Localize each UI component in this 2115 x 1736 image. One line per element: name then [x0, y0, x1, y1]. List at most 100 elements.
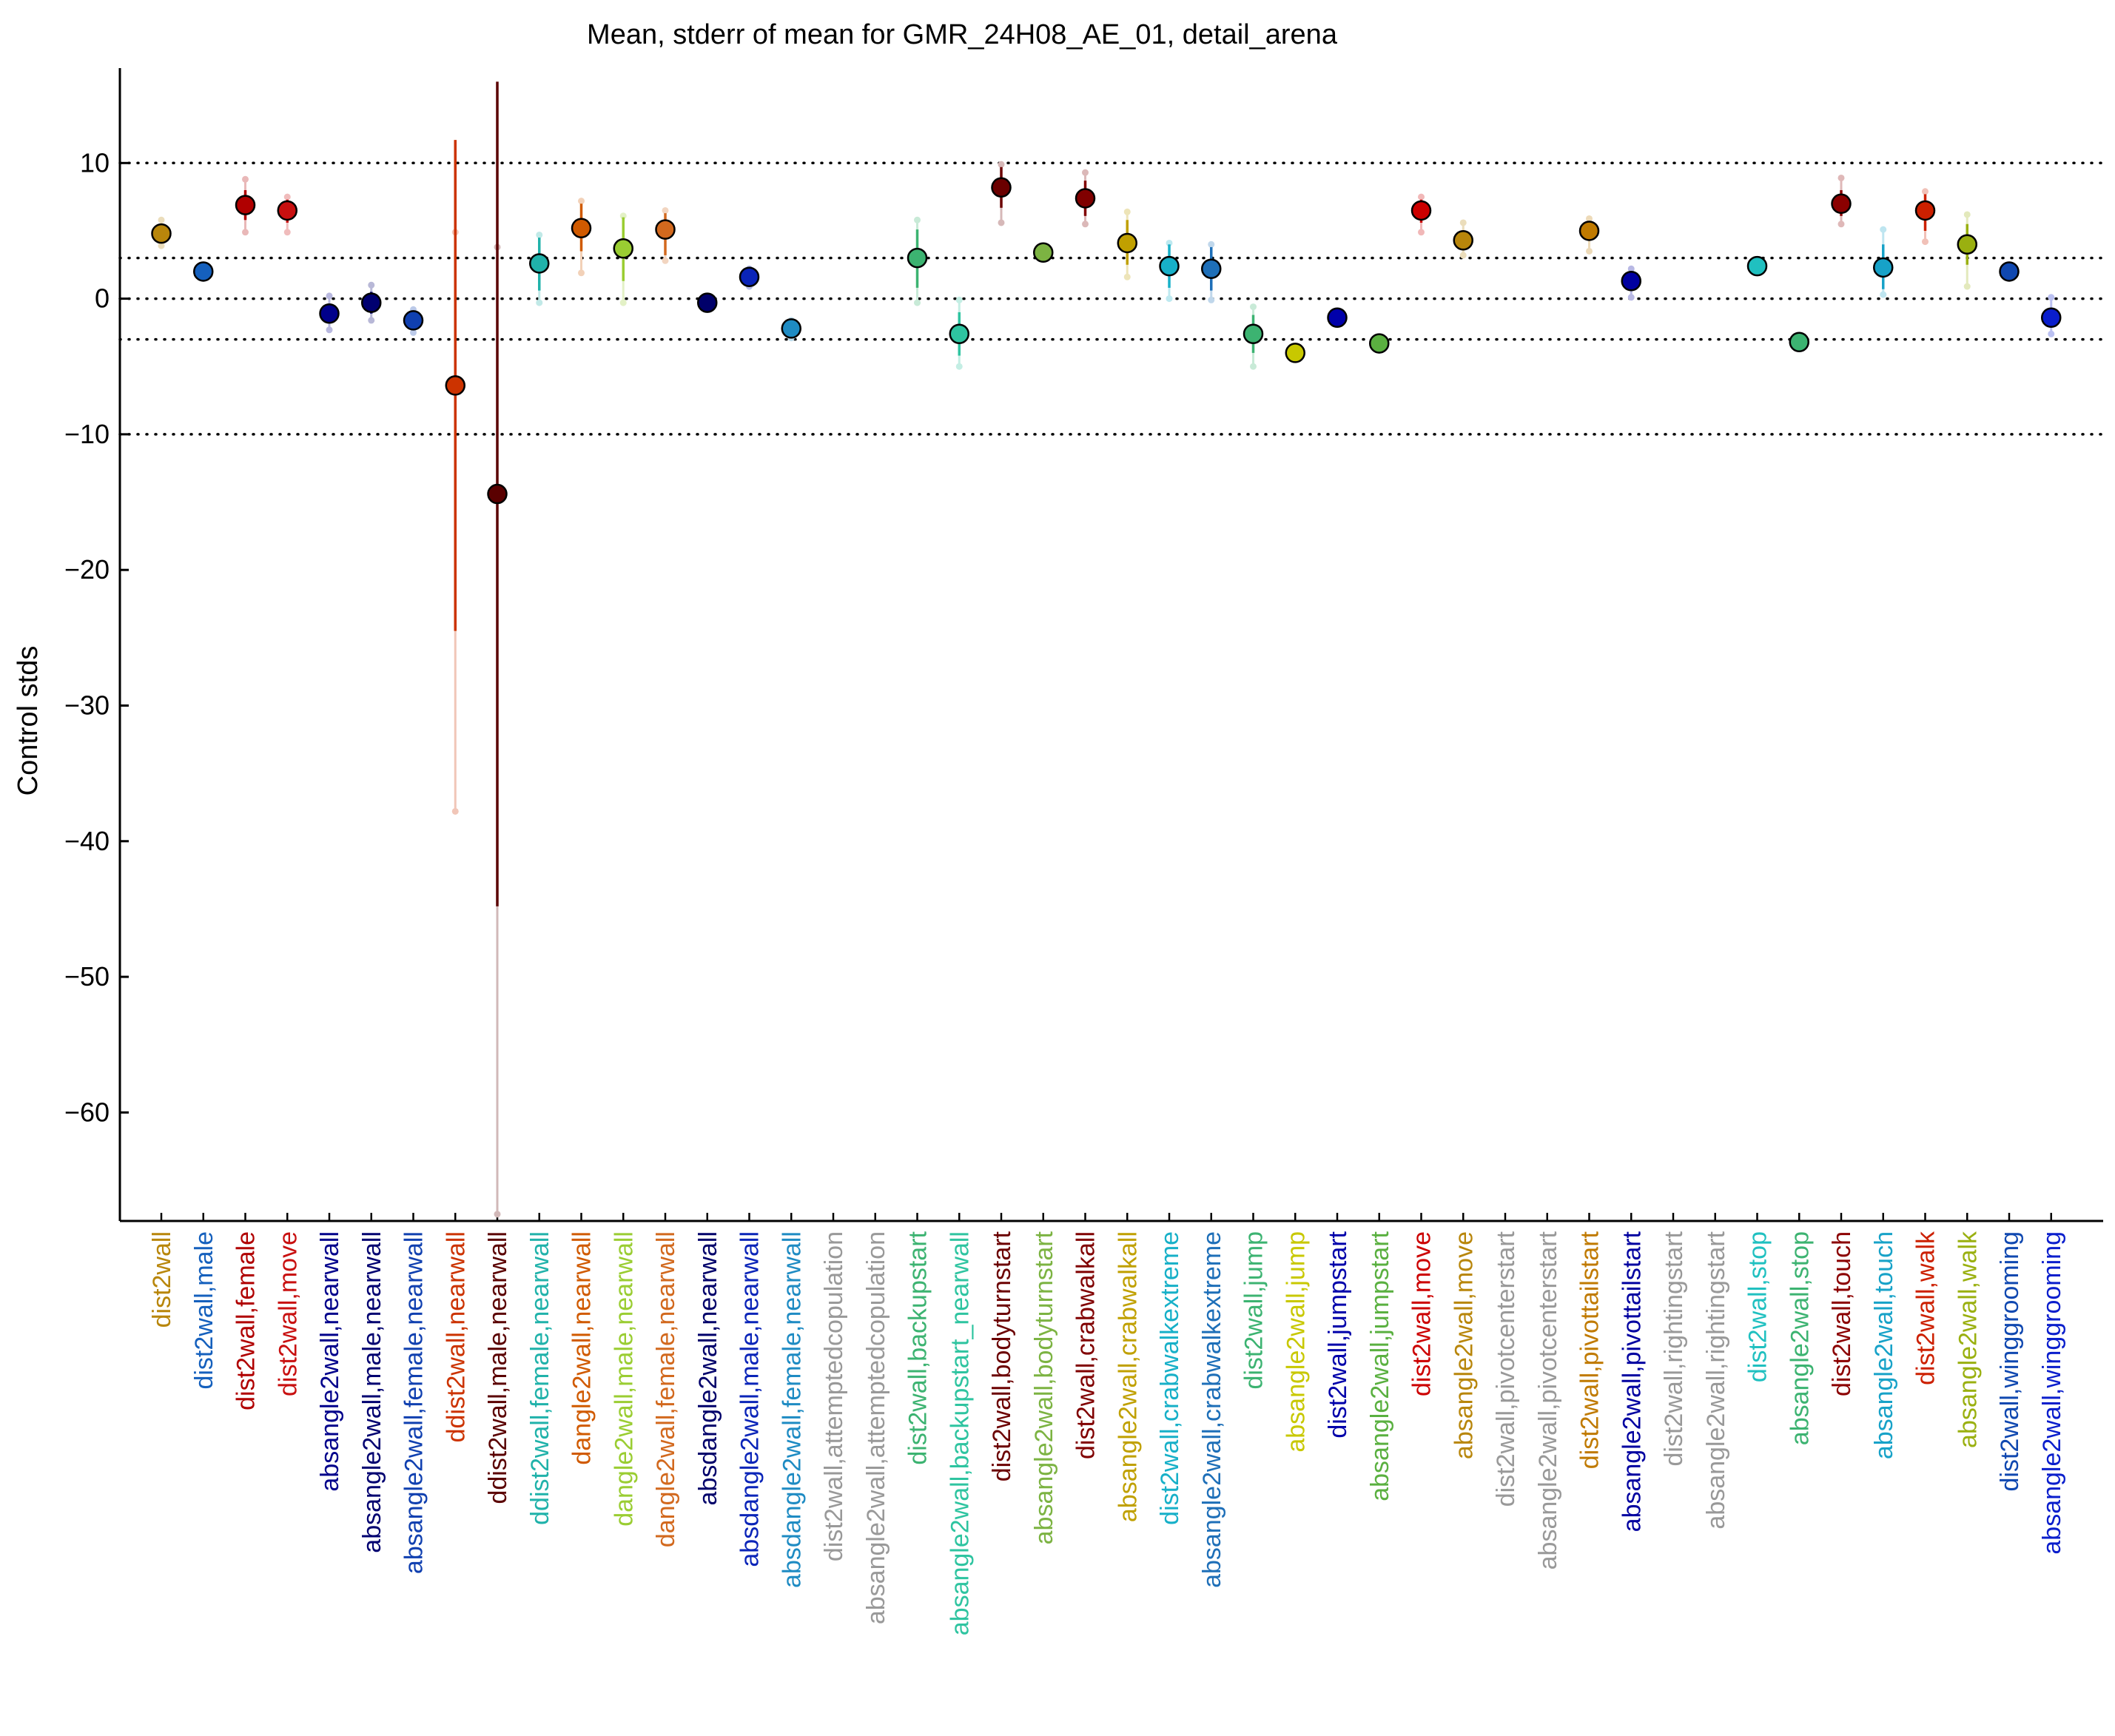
mean-point — [319, 303, 340, 324]
x-tick-label: absangle2wall,winggrooming — [2038, 1231, 2066, 1555]
x-tick-label: absangle2wall,crabwalkall — [1114, 1231, 1142, 1522]
y-axis-label: Control stds — [13, 646, 44, 796]
data-point-group — [151, 216, 172, 249]
extent-marker — [1459, 219, 1467, 226]
mean-point — [1957, 234, 1977, 255]
x-tick-label: ddist2wall,nearwall — [442, 1231, 470, 1442]
data-point-group — [1746, 255, 1768, 277]
mean-point — [1746, 255, 1768, 277]
mean-point — [1831, 193, 1852, 215]
data-point-group — [2041, 294, 2062, 337]
y-tick-label: −40 — [64, 826, 110, 856]
mean-point — [781, 318, 801, 339]
extent-marker — [914, 299, 921, 306]
mean-point — [1621, 271, 1641, 292]
mean-point — [1075, 188, 1096, 209]
extent-marker — [1166, 239, 1173, 246]
data-point-group — [571, 198, 592, 277]
mean-point — [1327, 307, 1348, 329]
mean-point — [1285, 343, 1305, 363]
x-tick-label: dist2wall,female — [232, 1231, 260, 1410]
x-tick-label: absangle2wall,male,nearwall — [358, 1231, 386, 1553]
extent-marker — [1922, 238, 1929, 246]
mean-point — [1117, 232, 1137, 254]
extent-marker — [1208, 296, 1215, 303]
mean-point — [1873, 257, 1894, 278]
data-marks — [151, 81, 2062, 1218]
extent-marker — [1963, 283, 1971, 290]
data-point-group — [739, 265, 760, 290]
data-point-group — [529, 231, 550, 306]
extent-marker — [1250, 303, 1257, 311]
extent-marker — [2048, 330, 2055, 337]
x-tick-label: absangle2wall,walk — [1954, 1231, 1982, 1448]
data-point-group — [1999, 261, 2020, 282]
extent-marker — [2048, 294, 2055, 301]
extent-marker — [955, 363, 963, 370]
mean-point — [1578, 221, 1600, 241]
data-point-group — [445, 140, 465, 815]
data-point-group — [1243, 303, 1264, 370]
mean-point — [1789, 332, 1809, 353]
x-tick-label: dangle2wall,female,nearwall — [652, 1231, 680, 1547]
x-tick-label: absangle2wall,pivotcenterstart — [1534, 1231, 1562, 1570]
data-point-group — [193, 261, 214, 282]
data-point-group — [1578, 215, 1600, 255]
extent-marker — [283, 193, 291, 201]
x-tick-label: dist2wall,move — [1408, 1231, 1436, 1396]
x-tick-label: absangle2wall,crabwalkextreme — [1198, 1231, 1226, 1588]
extent-marker — [998, 219, 1005, 226]
x-tick-label: absangle2wall,jump — [1282, 1231, 1310, 1453]
data-point-group — [1957, 211, 1977, 290]
mean-point — [1201, 258, 1222, 280]
extent-marker — [158, 216, 165, 223]
mean-point — [1914, 200, 1936, 221]
data-point-group — [361, 281, 382, 324]
data-point-group — [1914, 188, 1936, 246]
x-tick-label: dangle2wall,male,nearwall — [610, 1231, 638, 1527]
x-tick-label: dist2wall,pivottailstart — [1576, 1231, 1604, 1469]
mean-point — [571, 218, 592, 239]
x-tick-label: dist2wall,winggrooming — [1996, 1231, 2024, 1492]
mean-point — [2041, 307, 2062, 329]
x-tick-label: dist2wall,pivotcenterstart — [1492, 1231, 1520, 1507]
extent-marker — [998, 161, 1005, 168]
data-point-group — [1369, 333, 1390, 354]
x-tick-label: ddist2wall,male,nearwall — [484, 1231, 512, 1504]
mean-point — [151, 223, 172, 244]
mean-point — [739, 266, 760, 288]
data-point-group — [991, 161, 1012, 226]
data-point-group — [277, 193, 297, 236]
mean-point — [403, 310, 424, 331]
x-tick-label: absdangle2wall,male,nearwall — [736, 1231, 764, 1567]
mean-point — [1453, 230, 1473, 251]
mean-point — [1033, 242, 1054, 263]
extent-marker — [368, 317, 375, 324]
extent-marker — [283, 229, 291, 236]
x-tick-label: dist2wall,walk — [1912, 1231, 1940, 1385]
mean-point — [487, 483, 508, 505]
x-tick-label: dist2wall,rightingstart — [1660, 1231, 1688, 1466]
x-tick-label: dist2wall,male — [190, 1231, 218, 1390]
x-tick-label: absangle2wall,jumpstart — [1366, 1231, 1394, 1501]
data-point-group — [1831, 174, 1852, 228]
x-tick-label: absangle2wall,touch — [1870, 1231, 1898, 1459]
data-point-group — [1117, 208, 1137, 280]
mean-point — [277, 200, 297, 221]
extent-marker — [1586, 247, 1593, 255]
x-tick-label: absangle2wall,rightingstart — [1702, 1231, 1730, 1529]
data-point-group — [1453, 219, 1473, 259]
extent-marker — [326, 326, 333, 334]
x-tick-label: dist2wall — [148, 1231, 176, 1328]
x-tick-label: dist2wall,move — [274, 1231, 302, 1396]
x-tick-label: absangle2wall,bodyturnstart — [1030, 1231, 1058, 1544]
data-point-group — [907, 216, 928, 306]
extent-marker — [536, 299, 543, 306]
extent-marker — [1418, 229, 1425, 236]
mean-point — [907, 247, 928, 269]
data-point-group — [1789, 332, 1809, 353]
extent-marker — [1627, 294, 1635, 301]
x-tick-label: dangle2wall,nearwall — [568, 1231, 596, 1465]
mean-point — [529, 253, 550, 274]
